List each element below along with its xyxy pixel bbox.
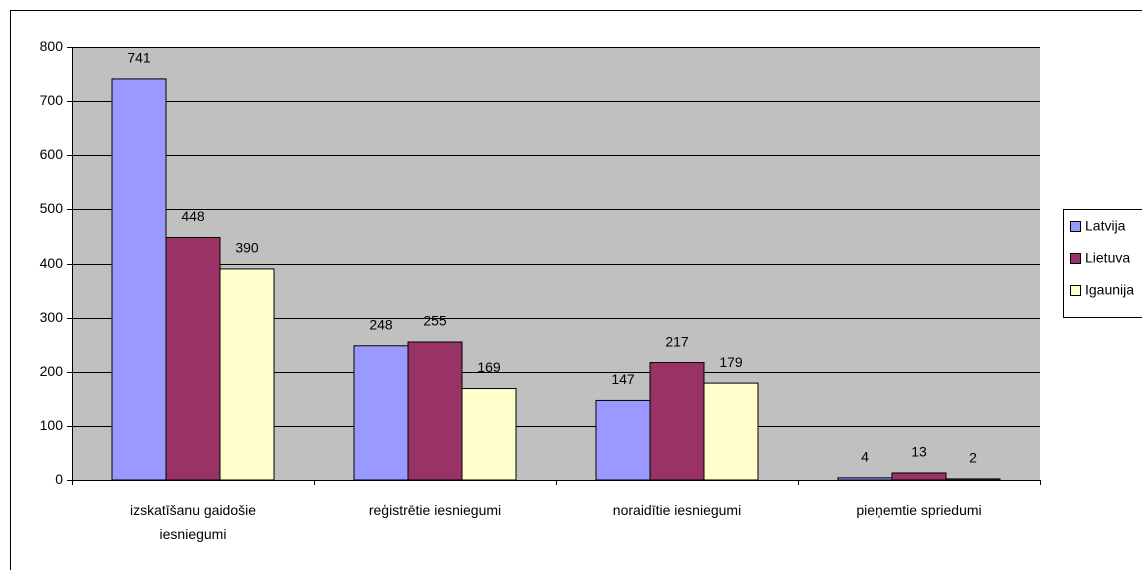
data-label: 390 xyxy=(235,240,259,256)
bar xyxy=(891,472,947,481)
y-tick-label: 500 xyxy=(40,200,64,216)
bar xyxy=(407,341,463,481)
y-tick-label: 200 xyxy=(40,363,64,379)
data-label: 179 xyxy=(719,354,743,370)
bar xyxy=(703,382,759,481)
y-tick-label: 100 xyxy=(40,417,64,433)
data-label: 255 xyxy=(423,313,447,329)
data-label: 147 xyxy=(611,371,635,387)
legend-label: Igaunija xyxy=(1085,282,1134,298)
data-label: 217 xyxy=(665,333,689,349)
bar xyxy=(649,362,705,481)
bar xyxy=(461,388,517,481)
chart-border xyxy=(10,10,1142,570)
legend-label: Latvija xyxy=(1085,218,1126,234)
data-label: 4 xyxy=(861,449,869,465)
y-tick-label: 400 xyxy=(40,255,64,271)
bar xyxy=(111,78,167,481)
data-label: 741 xyxy=(127,50,151,66)
legend-swatch xyxy=(1070,221,1081,232)
y-tick-label: 0 xyxy=(55,471,63,487)
data-label: 2 xyxy=(969,450,977,466)
data-label: 248 xyxy=(369,316,393,332)
bar xyxy=(837,477,893,481)
data-label: 13 xyxy=(911,444,927,460)
y-tick-label: 700 xyxy=(40,92,64,108)
bar xyxy=(945,478,1001,481)
x-tick-label: reģistrētie iesniegumi xyxy=(368,502,502,518)
bar xyxy=(595,399,651,481)
x-tick-label: noraidītie iesniegumi xyxy=(612,502,742,518)
data-label: 169 xyxy=(477,359,501,375)
data-label: 448 xyxy=(181,208,205,224)
bar xyxy=(219,268,275,481)
bar xyxy=(353,345,409,481)
x-tick-label: izskatīšanu gaidošie iesniegumi xyxy=(129,502,257,542)
legend-swatch xyxy=(1070,253,1081,264)
legend-swatch xyxy=(1070,285,1081,296)
y-tick-label: 300 xyxy=(40,309,64,325)
x-tick-label: pieņemtie spriedumi xyxy=(856,502,982,518)
legend-label: Lietuva xyxy=(1085,250,1130,266)
bar xyxy=(165,237,221,481)
y-tick-label: 600 xyxy=(40,146,64,162)
y-tick-label: 800 xyxy=(40,38,64,54)
